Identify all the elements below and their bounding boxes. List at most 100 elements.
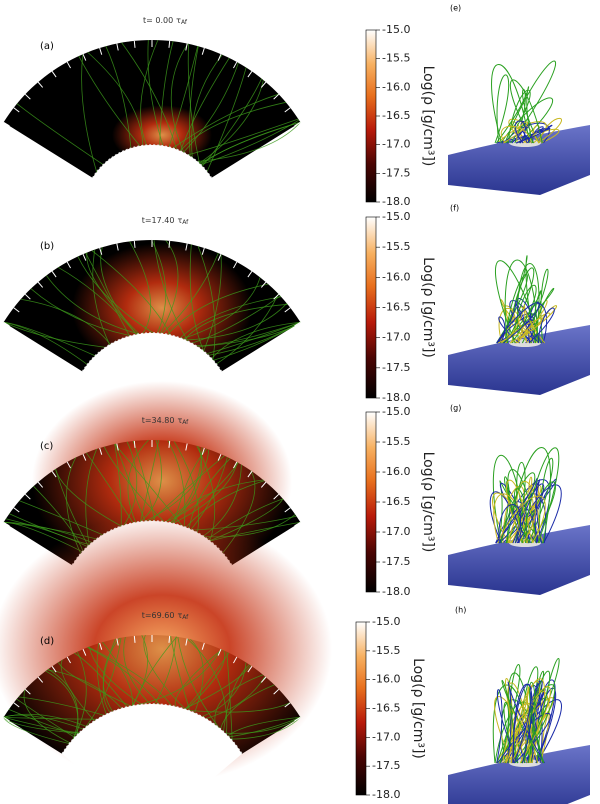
colorbar-label: Log(ρ [g/cm³]) [420, 452, 436, 553]
frame-tick [37, 81, 44, 88]
frame-tick [3, 521, 10, 527]
sun-surface [448, 325, 590, 395]
field-line [214, 674, 264, 726]
field-line [105, 46, 132, 149]
field-line [57, 662, 132, 707]
field-line [121, 42, 178, 150]
colorbar-tick-label: -18.0 [382, 195, 410, 208]
field-line [203, 254, 222, 352]
loop [500, 125, 532, 144]
field-line [220, 684, 275, 730]
frame-tick [168, 240, 171, 248]
field-line [47, 668, 79, 740]
sun-surface [448, 745, 590, 804]
frame-tick [284, 107, 291, 113]
frame-tick [51, 71, 57, 78]
time-value: t=17.40 [142, 216, 175, 225]
field-line [3, 717, 70, 745]
frame-tick [168, 40, 171, 48]
solar-surface [92, 145, 212, 235]
frame-tick [66, 61, 71, 69]
colorbar-tick-label: -16.5 [382, 495, 410, 508]
time-label: t=69.60 τAf [142, 611, 189, 621]
frame-tick [99, 642, 103, 650]
field-line [179, 296, 282, 339]
colorbar-tick-label: -16.0 [382, 80, 410, 93]
colorbar-tick-label: -17.5 [382, 555, 410, 568]
frame-tick [24, 93, 31, 100]
side-panel-label: (f) [450, 204, 459, 213]
colorbar-tick-label: -17.0 [382, 525, 410, 538]
frame-tick [294, 521, 301, 527]
loop [501, 680, 545, 764]
time-unit-sub: Af [182, 219, 189, 226]
field-line [30, 288, 132, 337]
panel-label: (a) [40, 41, 54, 52]
field-line [167, 283, 269, 335]
solar-surface [62, 704, 242, 804]
field-line [103, 446, 165, 523]
field-line [129, 241, 152, 334]
frame-tick [24, 293, 31, 300]
time-unit-sub: Af [182, 614, 189, 621]
frame-tick [66, 261, 71, 269]
loop [496, 689, 519, 764]
colorbar [365, 216, 377, 399]
field-line [216, 293, 279, 365]
colorbar-tick-label: -15.5 [382, 240, 410, 253]
frame-tick [99, 247, 103, 255]
loop [504, 259, 539, 344]
field-line [195, 321, 301, 346]
colorbar [365, 29, 377, 203]
frame-tick [201, 642, 205, 650]
frame-tick [51, 471, 57, 478]
field-line [174, 649, 223, 707]
field-line [3, 714, 84, 730]
time-label: t= 0.00 τAf [143, 16, 188, 26]
field-line [206, 321, 301, 355]
loop [497, 495, 546, 544]
field-line [188, 702, 291, 713]
field-line [211, 321, 301, 360]
time-unit-sub: Af [181, 19, 188, 26]
loop [516, 483, 545, 544]
time-unit: τ [177, 611, 182, 620]
time-unit: τ [176, 16, 181, 25]
field-line [201, 78, 262, 167]
frame-tick [13, 507, 20, 513]
field-line [87, 51, 144, 146]
frame-tick [217, 453, 222, 461]
frame-tick [168, 440, 171, 448]
loop [521, 658, 560, 764]
field-line [78, 55, 141, 147]
loop [537, 117, 562, 144]
field-line [85, 452, 134, 524]
frame-tick [116, 243, 119, 251]
frame-tick [260, 481, 267, 488]
field-line [190, 638, 204, 714]
field-line [154, 636, 177, 705]
frame-tick [82, 53, 87, 61]
field-line [151, 239, 167, 334]
loop [514, 120, 526, 144]
field-line [187, 118, 299, 156]
frame-tick [260, 281, 267, 288]
field-line [140, 440, 160, 522]
field-line [199, 79, 264, 164]
frame-tick [217, 648, 222, 656]
frame-tick [185, 638, 188, 646]
density-glow [72, 243, 252, 373]
field-line [189, 244, 205, 352]
frame-tick [82, 648, 87, 656]
panel-label: (d) [40, 636, 54, 647]
colorbar-tick-label: -18.0 [382, 585, 410, 598]
field-line [100, 247, 137, 335]
field-line [197, 246, 216, 361]
field-line [185, 650, 226, 710]
frame-tick [51, 271, 57, 278]
field-line [88, 646, 172, 707]
colorbar-tick-label: -16.0 [382, 465, 410, 478]
loop [500, 472, 536, 544]
field-line [131, 635, 148, 707]
field-line [187, 43, 200, 164]
